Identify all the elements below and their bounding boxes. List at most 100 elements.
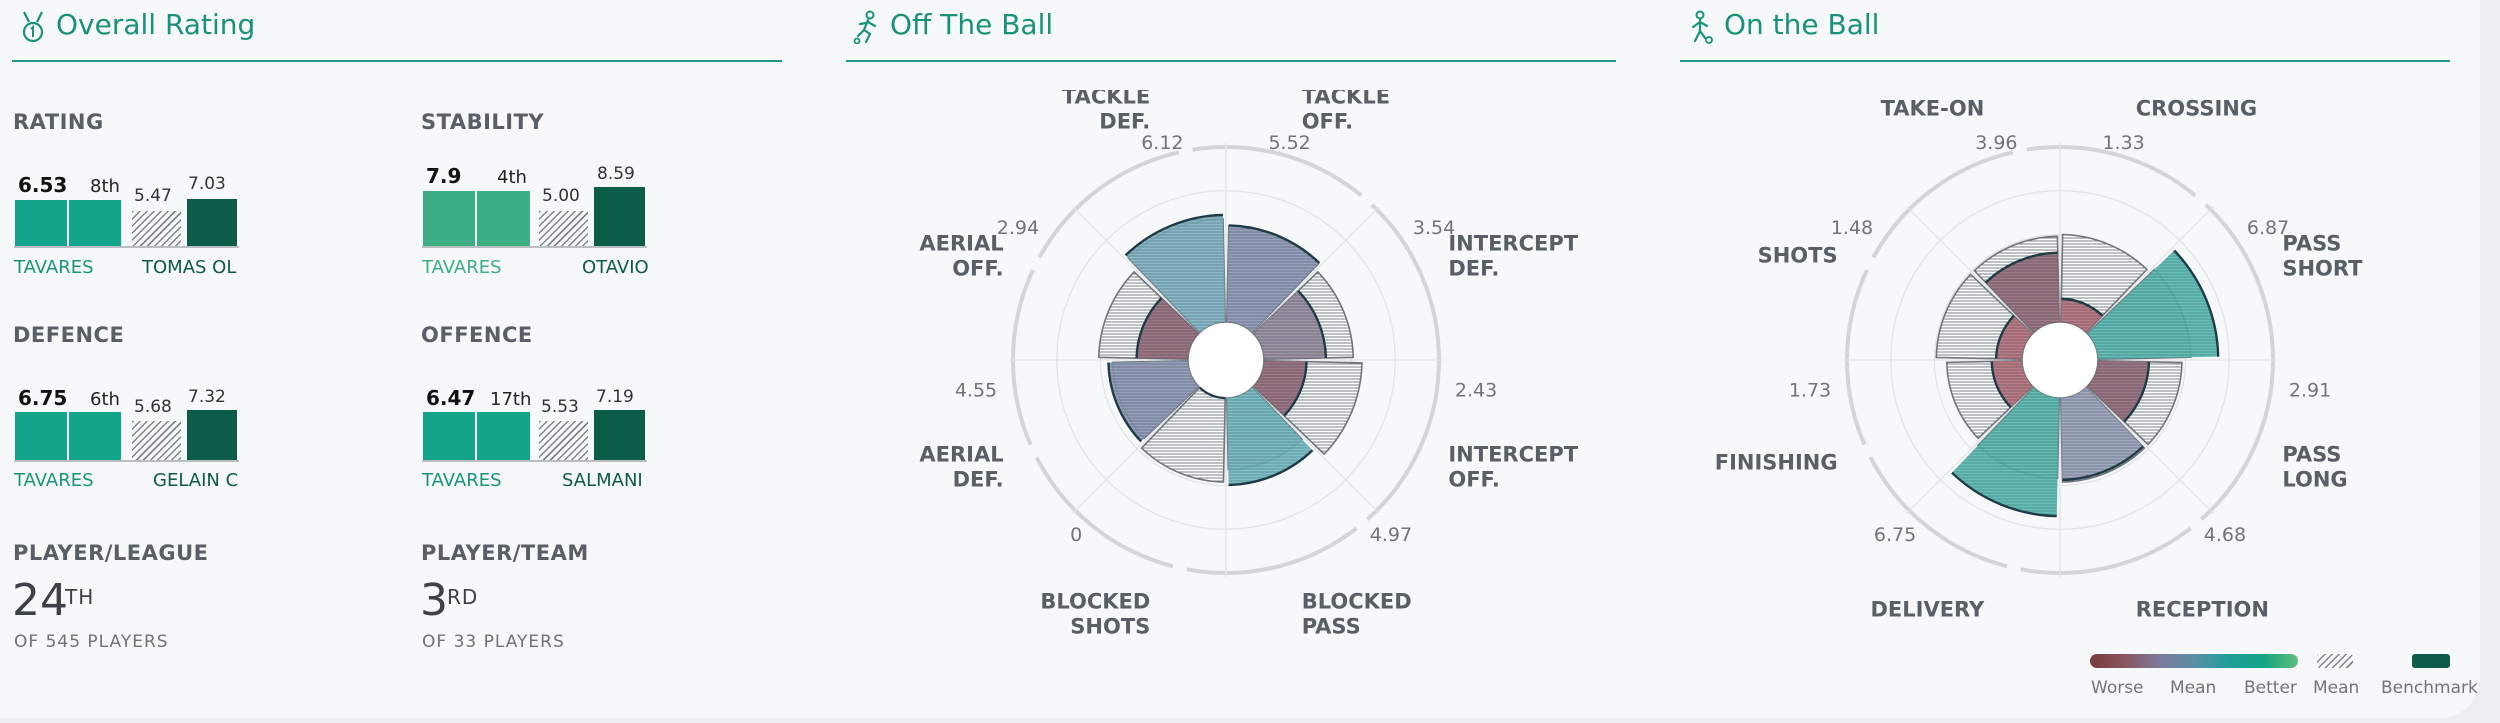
off-ball-value-edge-1 [1297, 289, 1328, 358]
on-ball-category-label-4: DELIVERY [1870, 597, 1985, 621]
off-the-ball-title: Off The Ball [890, 8, 1054, 41]
rating-benchmark-bar [187, 199, 237, 246]
rating-mean-bar [132, 211, 181, 246]
rating-rank: 8th [90, 176, 120, 197]
on-ball-category-label-5: FINISHING [1715, 451, 1838, 475]
off-ball-category-label-line2-0: OFF. [1302, 110, 1353, 134]
on-ball-value-edge-6 [1994, 314, 2015, 359]
medal-icon [22, 11, 44, 43]
off-ball-category-label-line2-7: DEF. [1099, 110, 1150, 134]
off-ball-value-sector-texture-3 [1226, 387, 1313, 485]
on-ball-value-edge-1 [2173, 249, 2220, 357]
stability-value: 7.9 [426, 164, 462, 188]
stability-mean-bar [539, 211, 588, 246]
on-ball-category-label-2: PASS [2282, 443, 2341, 467]
off-ball-value-label-6: 2.94 [997, 217, 1039, 239]
on-ball-value-edge-2 [2123, 361, 2151, 423]
rating-label: RATING [13, 110, 104, 134]
on-ball-value-label-5: 1.73 [1789, 379, 1831, 401]
on-ball-value-label-4: 6.75 [1874, 524, 1916, 546]
dribbling-player-icon [1691, 10, 1713, 44]
rating-value: 6.53 [18, 173, 68, 197]
offence-mean-bar [539, 421, 588, 460]
on-ball-value-edge-0 [2061, 297, 2104, 317]
offence-mean-value: 5.53 [541, 397, 579, 417]
legend-mean-label: Mean [2170, 678, 2217, 698]
player-team-rank-suffix: RD [447, 585, 479, 609]
on-ball-value-sector-texture-4 [1951, 387, 2060, 517]
legend-mean-hatch-label: Mean [2313, 678, 2360, 698]
offence-label: OFFENCE [421, 323, 533, 347]
on-ball-value-edge-3 [2062, 445, 2144, 482]
defence-rank: 6th [90, 389, 120, 410]
defence-player-name: TAVARES [14, 470, 94, 491]
off-ball-spoke-7 [1072, 206, 1200, 334]
off-ball-value-edge-5 [1107, 362, 1142, 443]
legend-better-label: Better [2244, 678, 2297, 698]
off-ball-value-label-2: 2.43 [1455, 379, 1497, 401]
rating-benchmark-value: 7.03 [188, 174, 226, 194]
on-the-ball-title: On the Ball [1724, 8, 1880, 41]
off-ball-category-label-line2-5: DEF. [953, 468, 1004, 492]
offence-benchmark-value: 7.19 [596, 387, 634, 407]
defence-baseline [14, 460, 239, 462]
bar-divider [67, 412, 69, 460]
off-ball-value-edge-2 [1283, 361, 1308, 417]
off-ball-value-sector-texture-7 [1125, 214, 1226, 333]
legend-gradient-bar [2090, 654, 2298, 668]
off-ball-spoke-5 [1072, 386, 1200, 514]
on-ball-value-label-7: 3.96 [1975, 132, 2017, 154]
on-ball-category-label-1: PASS [2282, 231, 2341, 255]
offence-player-name: TAVARES [422, 470, 502, 491]
legend-mean-swatch [2317, 654, 2353, 668]
on-ball-category-label-6: SHOTS [1758, 243, 1838, 267]
on-ball-value-sector-texture-0 [2060, 298, 2103, 333]
off-ball-spoke-3 [1252, 386, 1380, 514]
on-ball-value-label-0: 1.33 [2102, 132, 2144, 154]
off-ball-value-label-7: 6.12 [1141, 132, 1183, 154]
bar-divider [475, 412, 477, 460]
on-ball-value-sector-texture-6 [1996, 315, 2033, 360]
player-league-subtext: OF 545 PLAYERS [14, 632, 169, 652]
player-team-label: PLAYER/TEAM [421, 541, 589, 565]
offence-benchmark-bar [594, 410, 645, 460]
bar-divider [67, 200, 69, 246]
player-league-rank: 24 [12, 575, 68, 626]
on-ball-value-edge-5 [1990, 361, 2012, 409]
off-ball-category-label-2: INTERCEPT [1448, 443, 1578, 467]
off-ball-value-sector-texture-1 [1253, 290, 1326, 360]
off-ball-value-label-4: 0 [1070, 524, 1082, 546]
player-team-rank: 3 [420, 575, 448, 626]
off-ball-value-edge-3 [1228, 449, 1314, 487]
on-ball-value-sector-texture-1 [2087, 250, 2219, 360]
off-ball-value-sector-texture-6 [1136, 298, 1199, 360]
on-ball-value-edge-7 [1984, 251, 2058, 284]
stability-benchmark-name: OTAVIO [582, 257, 649, 278]
stability-player-name: TAVARES [422, 257, 502, 278]
on-ball-value-edge-4 [1951, 471, 2057, 518]
off-ball-category-label-7: TACKLE [1062, 90, 1150, 109]
off-ball-value-label-0: 5.52 [1268, 132, 1310, 154]
on-ball-category-label-0: CROSSING [2136, 97, 2257, 121]
defence-benchmark-bar [187, 410, 237, 460]
defence-label: DEFENCE [13, 323, 125, 347]
on-ball-category-label-7: TAKE-ON [1881, 97, 1985, 121]
offence-rank: 17th [490, 389, 532, 410]
on-the-ball-radar: 1.33CROSSING6.87PASSSHORT2.91PASSLONG4.6… [1715, 97, 2363, 622]
player-league-label: PLAYER/LEAGUE [13, 541, 209, 565]
on-ball-value-label-3: 4.68 [2204, 524, 2246, 546]
off-ball-category-label-line2-3: PASS [1302, 614, 1361, 638]
off-ball-category-label-4: BLOCKED [1040, 589, 1150, 613]
on-ball-value-sector-texture-7 [1985, 252, 2060, 333]
on-ball-value-sector-texture-2 [2087, 360, 2149, 422]
on-ball-spoke-7 [1906, 206, 2034, 334]
off-ball-value-label-5: 4.55 [955, 379, 997, 401]
on-ball-value-sector-texture-3 [2060, 387, 2143, 480]
off-ball-category-label-3: BLOCKED [1302, 589, 1412, 613]
rating-mean-value: 5.47 [134, 186, 172, 206]
stability-label: STABILITY [421, 110, 545, 134]
offence-benchmark-name: SALMANI [562, 470, 643, 491]
defence-value: 6.75 [18, 386, 68, 410]
rating-player-name: TAVARES [14, 257, 94, 278]
